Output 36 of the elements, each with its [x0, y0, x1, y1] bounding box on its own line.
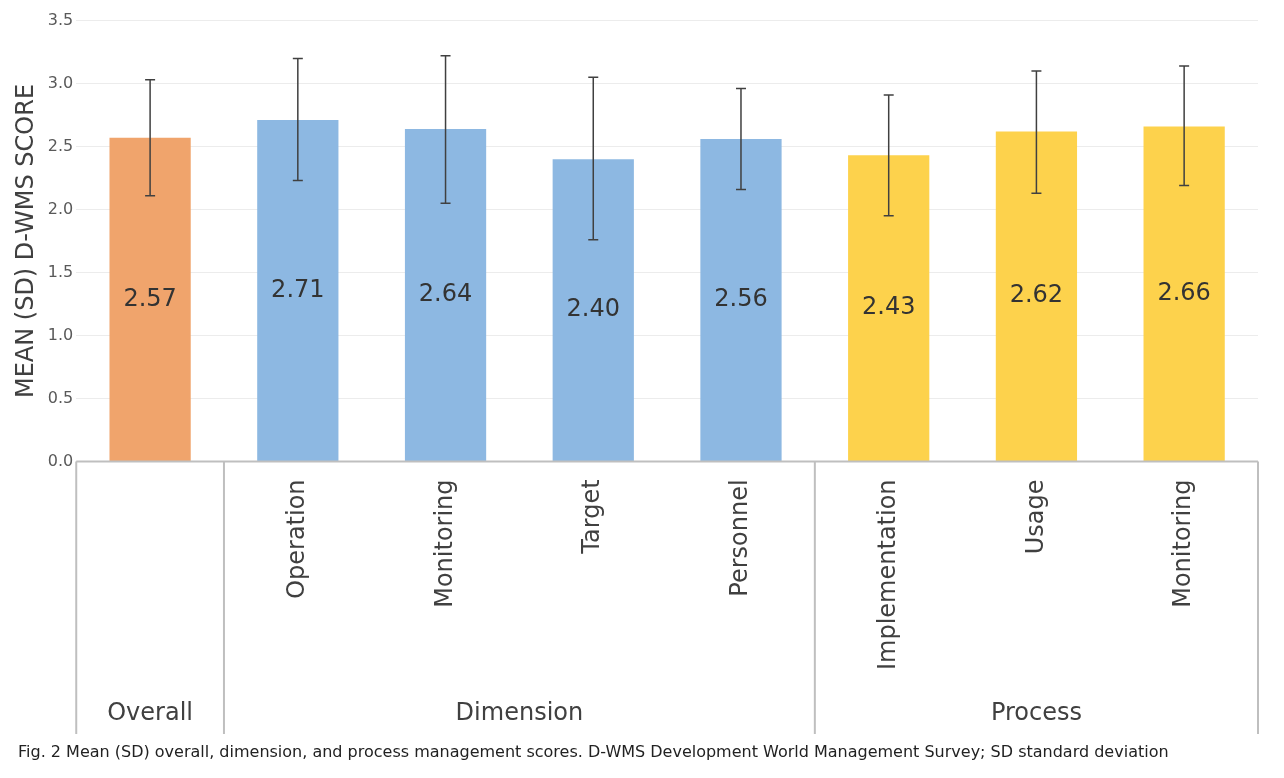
y-tick-label: 1.0 [47, 324, 74, 344]
data-label: 2.40 [566, 294, 620, 323]
bar [404, 128, 487, 461]
x-tick-label: Usage [1020, 479, 1049, 555]
y-tick-label: 3.5 [47, 9, 74, 29]
bar [257, 120, 339, 461]
data-label: 2.43 [861, 292, 916, 321]
x-tick-label: Monitoring [1168, 479, 1197, 608]
y-tick-label: 3.0 [47, 72, 74, 92]
text: Fig. 2 Mean (SD) overall, dimension, and process management scores. D-WMS Development World Management Survey; SD standard deviation [17, 741, 1170, 763]
bar [109, 137, 191, 461]
bar [552, 159, 634, 461]
y-tick-label: 2.0 [47, 198, 74, 218]
bar [848, 155, 930, 461]
x-tick-label: Implementation [872, 479, 901, 671]
data-label: 2.71 [271, 274, 325, 303]
bar [995, 131, 1078, 461]
x-tick-label: Personnel [725, 479, 754, 597]
y-tick-label: 1.5 [47, 261, 74, 281]
y-tick-label: 0.0 [47, 450, 74, 470]
text: Process [990, 698, 1082, 727]
data-label: 2.66 [1157, 277, 1211, 306]
data-label: 2.57 [123, 283, 177, 312]
bar [700, 138, 782, 461]
x-tick-label: Monitoring [429, 479, 458, 608]
text: Dimension [455, 698, 584, 727]
data-label: 2.64 [418, 279, 473, 308]
x-tick-label: Operation [282, 479, 311, 599]
text: Overall [107, 698, 193, 727]
y-tick-label: 2.5 [47, 135, 74, 155]
data-label: 2.56 [714, 284, 768, 313]
y-axis-title: MEAN (SD) D-WMS SCORE [10, 83, 39, 399]
x-tick-label: Target [577, 479, 606, 555]
bar [1143, 126, 1225, 461]
data-label: 2.62 [1009, 280, 1064, 309]
y-tick-label: 0.5 [47, 387, 74, 407]
